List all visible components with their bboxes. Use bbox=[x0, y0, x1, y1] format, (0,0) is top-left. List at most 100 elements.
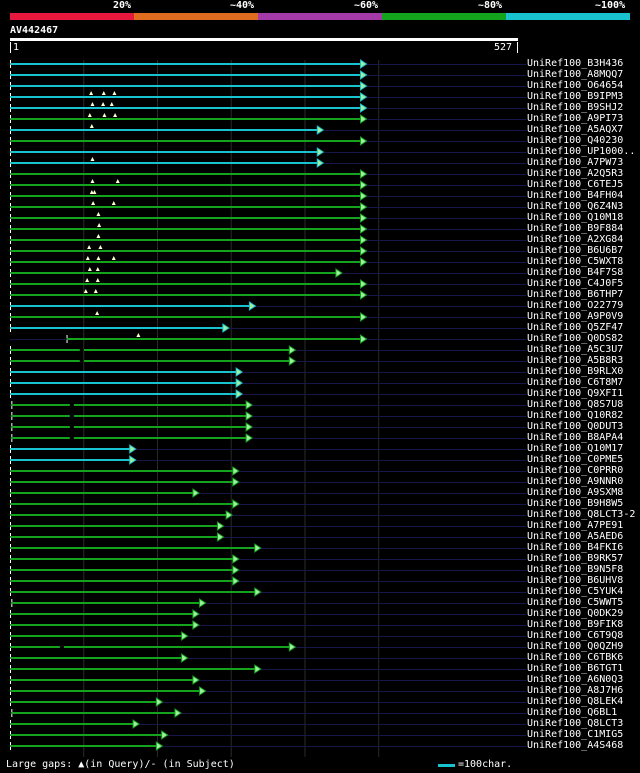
hit-name-link[interactable]: UniRef100_B4FKI6 bbox=[527, 542, 624, 553]
hit-name-link[interactable]: UniRef100_B9N5F8 bbox=[527, 564, 624, 575]
hit-name-link[interactable]: UniRef100_Q6Z4N3 bbox=[527, 201, 624, 212]
hit-name-link[interactable]: UniRef100_A4S468 bbox=[527, 740, 624, 751]
hit-name-link[interactable]: UniRef100_A2XG84 bbox=[527, 234, 624, 245]
hit-name-link[interactable]: UniRef100_A9PI73 bbox=[527, 113, 624, 124]
hit-end-arrow bbox=[248, 301, 257, 311]
query-gap-marker bbox=[92, 190, 97, 194]
hit-name-link[interactable]: UniRef100_B6U6B7 bbox=[527, 245, 624, 256]
hit-name-link[interactable]: UniRef100_B9IPM3 bbox=[527, 91, 624, 102]
hit-end-arrow bbox=[199, 598, 207, 608]
hit-name-link[interactable]: UniRef100_B9RLX0 bbox=[527, 366, 624, 377]
hit-end-arrow bbox=[316, 158, 325, 168]
hit-end-arrow bbox=[245, 422, 254, 432]
query-gap-marker bbox=[87, 113, 92, 117]
hit-name-link[interactable]: UniRef100_A5B8R3 bbox=[527, 355, 624, 366]
hit-name-link[interactable]: UniRef100_A5AQX7 bbox=[527, 124, 624, 135]
hit-name-link[interactable]: UniRef100_B9F884 bbox=[527, 223, 624, 234]
hit-name-link[interactable]: UniRef100_C4J0F5 bbox=[527, 278, 624, 289]
hit-name-link[interactable]: UniRef100_C6T8M7 bbox=[527, 377, 624, 388]
hit-name-link[interactable]: UniRef100_C6T9Q8 bbox=[527, 630, 624, 641]
hit-name-link[interactable]: UniRef100_Q0DK29 bbox=[527, 608, 624, 619]
hit-name-link[interactable]: UniRef100_A7PW73 bbox=[527, 157, 624, 168]
hit-name-link[interactable]: UniRef100_A9SXM8 bbox=[527, 487, 624, 498]
hit-name-link[interactable]: UniRef100_B9H8W5 bbox=[527, 498, 624, 509]
hit-end-arrow bbox=[360, 257, 368, 267]
hit-name-link[interactable]: UniRef100_Q5ZF47 bbox=[527, 322, 624, 333]
hit-name-link[interactable]: UniRef100_C5YUK4 bbox=[527, 586, 624, 597]
hit-end-arrow bbox=[360, 59, 368, 69]
hit-name-link[interactable]: UniRef100_Q8LCT3 bbox=[527, 718, 624, 729]
legend-segment-green bbox=[382, 13, 506, 20]
query-gap-marker bbox=[102, 113, 107, 117]
hit-name-link[interactable]: UniRef100_A5C3U7 bbox=[527, 344, 624, 355]
hit-name-link[interactable]: UniRef100_Q40230 bbox=[527, 135, 624, 146]
hit-name-link[interactable]: UniRef100_O22779 bbox=[527, 300, 624, 311]
query-gap-marker bbox=[113, 113, 118, 117]
hit-name-link[interactable]: UniRef100_B8APA4 bbox=[527, 432, 624, 443]
hit-name-link[interactable]: UniRef100_Q10R82 bbox=[527, 410, 624, 421]
hit-end-arrow bbox=[254, 664, 262, 674]
query-gap-marker bbox=[115, 179, 120, 183]
hit-name-link[interactable]: UniRef100_Q9XFI1 bbox=[527, 388, 624, 399]
query-gap-marker bbox=[101, 91, 106, 95]
hit-end-arrow bbox=[232, 576, 240, 586]
hit-name-link[interactable]: UniRef100_Q10M17 bbox=[527, 443, 624, 454]
query-gap-marker bbox=[85, 256, 90, 260]
hit-name-link[interactable]: UniRef100_Q8LEK4 bbox=[527, 696, 624, 707]
hit-end-arrow bbox=[217, 532, 225, 542]
hit-name-link[interactable]: UniRef100_O64654 bbox=[527, 80, 624, 91]
hit-end-arrow bbox=[235, 378, 244, 388]
ruler-start-label: 1 bbox=[13, 42, 20, 53]
hit-name-link[interactable]: UniRef100_UP1000.. bbox=[527, 146, 636, 157]
hit-name-link[interactable]: UniRef100_B9FIK8 bbox=[527, 619, 624, 630]
hit-name-link[interactable]: UniRef100_B4F7S8 bbox=[527, 267, 624, 278]
query-gap-marker bbox=[112, 91, 117, 95]
legend-label-100: ~100% bbox=[595, 0, 626, 11]
hit-name-link[interactable]: UniRef100_C6TEJ5 bbox=[527, 179, 624, 190]
query-gap-marker bbox=[87, 245, 92, 249]
hit-name-link[interactable]: UniRef100_B9RK57 bbox=[527, 553, 624, 564]
hit-name-link[interactable]: UniRef100_A9P0V9 bbox=[527, 311, 624, 322]
hit-end-arrow bbox=[360, 70, 368, 80]
hit-end-arrow bbox=[232, 477, 240, 487]
hit-name-link[interactable]: UniRef100_Q10M18 bbox=[527, 212, 624, 223]
hit-name-link[interactable]: UniRef100_Q0DS82 bbox=[527, 333, 624, 344]
hit-name-link[interactable]: UniRef100_A8MQQ7 bbox=[527, 69, 624, 80]
legend-label-60: ~60% bbox=[354, 0, 379, 11]
hit-name-link[interactable]: UniRef100_B4FH04 bbox=[527, 190, 624, 201]
hit-name-link[interactable]: UniRef100_C1MIG5 bbox=[527, 729, 624, 740]
hit-name-link[interactable]: UniRef100_C0PME5 bbox=[527, 454, 624, 465]
hit-end-arrow bbox=[288, 345, 297, 355]
hit-end-arrow bbox=[217, 521, 225, 531]
hit-name-link[interactable]: UniRef100_B9SHJ2 bbox=[527, 102, 624, 113]
hit-name-link[interactable]: UniRef100_B6THP7 bbox=[527, 289, 624, 300]
hit-name-link[interactable]: UniRef100_A9NNR0 bbox=[527, 476, 624, 487]
hit-name-link[interactable]: UniRef100_A8J7H6 bbox=[527, 685, 624, 696]
hit-end-arrow bbox=[254, 543, 262, 553]
hit-name-link[interactable]: UniRef100_Q8LCT3-2 bbox=[527, 509, 636, 520]
hit-name-link[interactable]: UniRef100_Q6BL1 bbox=[527, 707, 618, 718]
hit-end-arrow bbox=[245, 433, 254, 443]
query-gap-marker bbox=[96, 234, 101, 238]
hit-name-link[interactable]: UniRef100_Q0QZH9 bbox=[527, 641, 624, 652]
query-gap-marker bbox=[83, 289, 88, 293]
hit-name-link[interactable]: UniRef100_C0PRR0 bbox=[527, 465, 624, 476]
hit-name-link[interactable]: UniRef100_A2Q5R3 bbox=[527, 168, 624, 179]
hit-name-link[interactable]: UniRef100_Q0DUT3 bbox=[527, 421, 624, 432]
hit-name-link[interactable]: UniRef100_A7PE91 bbox=[527, 520, 624, 531]
hit-name-link[interactable]: UniRef100_B6TGT1 bbox=[527, 663, 624, 674]
query-gap-marker bbox=[89, 91, 94, 95]
hit-name-link[interactable]: UniRef100_B6UHV8 bbox=[527, 575, 624, 586]
hit-name-link[interactable]: UniRef100_A6N0Q3 bbox=[527, 674, 624, 685]
hit-name-link[interactable]: UniRef100_Q8S7U8 bbox=[527, 399, 624, 410]
hit-name-link[interactable]: UniRef100_B3H436 bbox=[527, 58, 624, 69]
hit-name-link[interactable]: UniRef100_C6TBK6 bbox=[527, 652, 624, 663]
hit-end-arrow bbox=[232, 499, 240, 509]
hit-name-link[interactable]: UniRef100_A5AED6 bbox=[527, 531, 624, 542]
query-gap-marker bbox=[91, 201, 96, 205]
hit-name-link[interactable]: UniRef100_C5WWT5 bbox=[527, 597, 624, 608]
identity-legend-bar bbox=[10, 13, 630, 20]
query-bar bbox=[10, 38, 518, 41]
hit-end-arrow bbox=[181, 653, 189, 663]
hit-name-link[interactable]: UniRef100_C5WXT8 bbox=[527, 256, 624, 267]
